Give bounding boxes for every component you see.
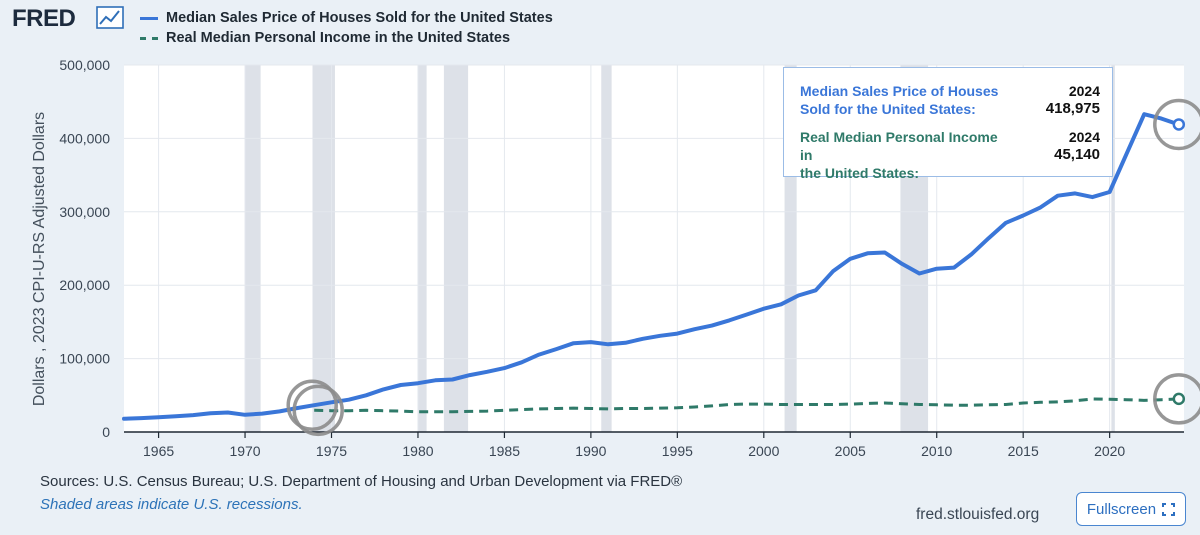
highlight-circle	[1153, 373, 1200, 425]
legend-label: Median Sales Price of Houses Sold for th…	[166, 10, 553, 26]
x-tick-label: 1995	[662, 443, 693, 459]
series-line-house-price[interactable]	[122, 112, 1181, 421]
y-tick-label: 500,000	[59, 57, 110, 73]
recession-band	[312, 65, 335, 432]
tooltip-year: 2024	[1068, 83, 1100, 99]
recession-band	[1111, 65, 1115, 432]
x-tick-label: 2020	[1094, 443, 1125, 459]
y-tick-label: 200,000	[59, 277, 110, 293]
y-axis-title: Dollars , 2023 CPI-U-RS Adjusted Dollars	[31, 111, 48, 407]
recession-band	[443, 65, 469, 432]
x-tick-label: 1990	[575, 443, 606, 459]
expand-icon	[1162, 502, 1176, 516]
tooltip-label-line: the United States:	[800, 165, 920, 181]
recession-band	[417, 65, 427, 432]
tooltip-year: 2024	[1068, 129, 1100, 145]
x-tick-label: 1985	[489, 443, 520, 459]
tooltip-values: 2024 45,140	[1054, 128, 1100, 164]
x-tick-label: 2005	[835, 443, 866, 459]
x-tick-label: 1980	[402, 443, 433, 459]
data-point-marker[interactable]	[1172, 392, 1186, 406]
x-tick-label: 2000	[748, 443, 779, 459]
tooltip-label-line: Sold for the United States:	[800, 101, 976, 117]
x-tick-label: 1965	[143, 443, 174, 459]
highlight-circle	[1153, 98, 1200, 151]
fullscreen-button[interactable]: Fullscreen	[1076, 492, 1186, 526]
tooltip-label-line: Real Median Personal Income in	[800, 129, 998, 163]
x-tick-label: 1970	[229, 443, 260, 459]
y-tick-label: 0	[102, 424, 110, 440]
tooltip-label: Median Sales Price of Houses Sold for th…	[800, 82, 1010, 118]
recession-band	[601, 65, 612, 432]
series-line-personal-income[interactable]	[314, 397, 1179, 414]
tooltip-value: 418,975	[1045, 100, 1100, 117]
tooltip-label-line: Median Sales Price of Houses	[800, 83, 999, 99]
fred-logo[interactable]: FRED	[12, 5, 76, 32]
x-tick-label: 2010	[921, 443, 952, 459]
legend-swatch-solid	[140, 16, 158, 20]
legend-item-house-price[interactable]: Median Sales Price of Houses Sold for th…	[140, 8, 553, 28]
site-link[interactable]: fred.stlouisfed.org	[916, 506, 1040, 523]
tooltip-value: 45,140	[1054, 146, 1100, 163]
chart-legend: Median Sales Price of Houses Sold for th…	[140, 8, 553, 48]
recession-note: Shaded areas indicate U.S. recessions.	[40, 496, 303, 513]
fullscreen-label: Fullscreen	[1086, 500, 1157, 518]
legend-swatch-dashed	[140, 36, 158, 40]
tooltip-label: Real Median Personal Income in the Unite…	[800, 128, 1010, 182]
data-point-marker[interactable]	[1172, 118, 1186, 131]
y-tick-label: 300,000	[59, 204, 110, 220]
x-tick-label: 1975	[316, 443, 347, 459]
highlight-circle	[286, 379, 338, 431]
y-tick-label: 400,000	[59, 130, 110, 146]
legend-label: Real Median Personal Income in the Unite…	[166, 30, 511, 46]
recession-band	[245, 65, 261, 432]
highlight-circle	[292, 384, 344, 437]
y-tick-label: 100,000	[59, 351, 110, 367]
trend-chart-icon	[96, 6, 124, 29]
legend-item-personal-income[interactable]: Real Median Personal Income in the Unite…	[140, 28, 553, 48]
sources-text: Sources: U.S. Census Bureau; U.S. Depart…	[40, 473, 683, 490]
x-tick-label: 2015	[1008, 443, 1039, 459]
data-tooltip: Median Sales Price of Houses Sold for th…	[783, 67, 1113, 181]
tooltip-values: 2024 418,975	[1046, 82, 1100, 118]
